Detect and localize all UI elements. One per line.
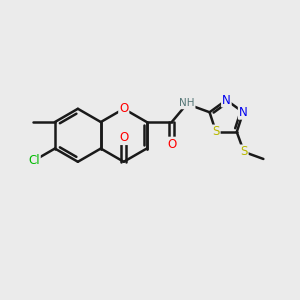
Text: O: O <box>119 102 128 115</box>
Text: S: S <box>240 146 248 158</box>
Text: Cl: Cl <box>28 154 40 167</box>
Text: S: S <box>212 125 220 139</box>
Text: N: N <box>222 94 231 106</box>
Text: O: O <box>119 131 128 144</box>
Text: N: N <box>239 106 248 119</box>
Text: O: O <box>167 138 176 151</box>
Text: NH: NH <box>179 98 195 108</box>
